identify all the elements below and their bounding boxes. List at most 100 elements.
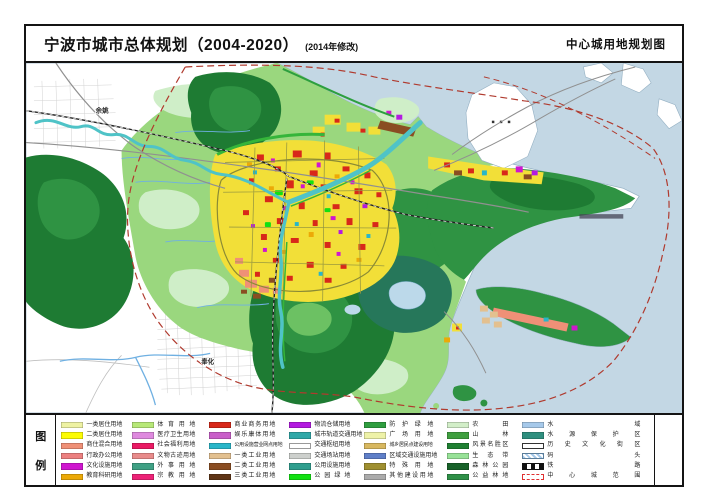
legend-label: 行政办公用地: [86, 452, 123, 459]
legend-item: 交通枢纽用地: [289, 442, 364, 450]
legend-swatch: [289, 432, 312, 439]
legend-item: 区域交通设施用地: [364, 452, 447, 460]
legend-label: 城乡居民点建设用地: [389, 442, 433, 449]
legend-swatch: [364, 432, 387, 439]
legend-item: 农田: [447, 421, 522, 429]
legend-swatch: [364, 473, 387, 481]
legend-item: 教育科研用地: [61, 473, 132, 481]
legend-item: 行政办公用地: [61, 452, 132, 460]
island-strip-salmon: [491, 307, 569, 332]
legend-label: 二类居住用地: [86, 431, 123, 438]
legend-label: 文物古迹用地: [157, 452, 196, 459]
legend-label: 公益林地: [472, 473, 509, 480]
legend-label: 水源保护区: [547, 431, 641, 438]
legend-item: 铁路: [522, 463, 654, 471]
map-label-fenghua: 奉化: [201, 356, 214, 365]
legend-swatch: [522, 421, 545, 429]
legend-label: 风景名胜区: [472, 442, 509, 449]
legend-swatch: [289, 452, 312, 460]
legend-label: 三类工业用地: [234, 473, 276, 480]
legend-column-4: 物流仓储用地 城市轨道交通用地 交通枢纽用地 交通场站用地 公用设施用地 公园绿地: [289, 421, 364, 481]
legend-item: 娱乐康体用地: [209, 431, 289, 439]
legend-label: 商住混合用地: [86, 442, 123, 449]
legend-item: 文化设施用地: [61, 463, 132, 471]
legend-column-3: 商业商务用地娱乐康体用地公用设施营业网点用地 一类工业用地二类工业用地三类工业用地: [209, 421, 289, 481]
legend-item: 二类居住用地: [61, 431, 132, 439]
legend-swatch: [132, 442, 155, 450]
legend-swatch: [209, 421, 232, 429]
legend-item: 一类工业用地: [209, 452, 289, 460]
legend-label: 公园绿地: [314, 473, 351, 480]
legend-item: 物流仓储用地: [289, 421, 364, 429]
boundary-sea-segment: [483, 76, 656, 159]
legend-swatch: [364, 421, 387, 429]
highways: [26, 63, 636, 374]
legend-swatch: [61, 432, 84, 439]
legend-swatch: [289, 442, 312, 450]
legend-item: 码头: [522, 452, 654, 460]
canals: [59, 130, 269, 406]
legend-item: 广场用地: [364, 431, 447, 439]
central-city-boundary: [126, 64, 670, 411]
legend-item: 生态带: [447, 452, 522, 460]
legend-item: 二类工业用地: [209, 463, 289, 471]
legend-column-2: 体育用地 医疗卫生用地 社会福利用地 文物古迹用地 外事用地 宗教用地: [132, 421, 209, 481]
legend-column-7: 水域 水源保护区 历史文化街区 码头 铁路 中心城范围: [522, 421, 654, 481]
legend-label: 交通枢纽用地: [314, 442, 351, 449]
legend-item: 商住混合用地: [61, 442, 132, 450]
legend-swatch: [364, 463, 387, 470]
island-patch-magenta: [571, 325, 578, 331]
legend-swatch: [447, 463, 470, 470]
legend-item: 城乡居民点建设用地: [364, 442, 447, 450]
legend-label: 区域交通设施用地: [389, 452, 438, 459]
legend-item: 交通场站用地: [289, 452, 364, 460]
legend-label: 中心城范围: [547, 473, 641, 480]
title-bar: 宁波市城市总体规划（2004-2020） (2014年修改) 中心城用地规划图: [26, 26, 682, 63]
legend-item: 外事用地: [132, 463, 209, 471]
legend-item: 公用设施营业网点用地: [209, 442, 289, 450]
small-islands: [433, 385, 488, 410]
legend-swatch: [364, 452, 387, 460]
legend-item: 公益林地: [447, 473, 522, 481]
legend-item: 社会福利用地: [132, 442, 209, 450]
legend-label: 物流仓储用地: [314, 421, 351, 428]
legend-label: 其他建设用地: [389, 473, 434, 480]
legend-swatch: [209, 473, 232, 481]
legend-item: 公园绿地: [289, 473, 364, 481]
legend-swatch: [447, 452, 470, 460]
legend-swatch: [522, 432, 545, 439]
plan-sheet: 宁波市城市总体规划（2004-2020） (2014年修改) 中心城用地规划图: [24, 24, 684, 487]
map-area: 余姚 奉化: [26, 63, 682, 415]
jintang-island: [465, 63, 682, 169]
legend-item: 风景名胜区: [447, 442, 522, 450]
legend-label: 商业商务用地: [234, 421, 276, 428]
legend-swatch: [447, 442, 470, 450]
legend-swatch: [209, 452, 232, 460]
legend-label: 一类工业用地: [234, 452, 276, 459]
beilun-port-strip: [428, 156, 544, 185]
rivers: [34, 118, 423, 370]
legend-key-char-1: 图: [35, 430, 47, 443]
legend-swatch: [522, 473, 545, 481]
legend-item: 一类居住用地: [61, 421, 132, 429]
legend-key: 图 例: [26, 415, 57, 485]
legend-column-6: 农田 山林 风景名胜区 生态带 森林公园 公益林地: [447, 421, 522, 481]
legend-item: 医疗卫生用地: [132, 431, 209, 439]
plan-revision: (2014年修改): [305, 41, 359, 52]
legend-item: 森林公园: [447, 463, 522, 471]
legend-swatch: [447, 473, 470, 481]
legend-label: 公用设施营业网点用地: [234, 442, 283, 449]
legend-item: 其他建设用地: [364, 473, 447, 481]
landuse-map: 余姚 奉化: [26, 63, 682, 413]
legend-swatch: [61, 421, 84, 429]
map-label-yuyao: 余姚: [95, 106, 109, 115]
legend-label: 宗教用地: [157, 473, 196, 480]
legend-column-5: 防护绿地 广场用地 城乡居民点建设用地 区域交通设施用地 特殊用地 其他建设用地: [364, 421, 447, 481]
sheet-title: 中心城用地规划图: [566, 38, 666, 51]
legend-swatch: [209, 463, 232, 470]
legend-column-1: 一类居住用地二类居住用地 商住混合用地 行政办公用地文化设施用地 教育科研用地: [61, 421, 132, 481]
legend-swatch: [364, 442, 387, 450]
legend-item: 城市轨道交通用地: [289, 431, 364, 439]
legend-swatch: [289, 463, 312, 470]
